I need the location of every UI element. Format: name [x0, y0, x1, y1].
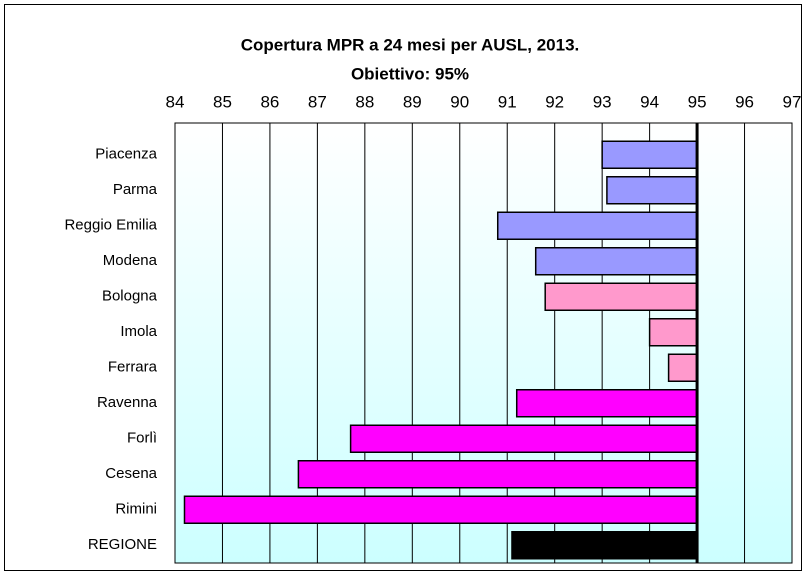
bar	[544, 282, 698, 311]
x-tick-label: 88	[355, 92, 374, 111]
y-tick-label: Cesena	[105, 465, 157, 482]
x-tick-label: 84	[166, 92, 185, 111]
x-tick-label: 91	[498, 92, 517, 111]
bar	[297, 460, 698, 489]
bar	[606, 176, 698, 205]
x-tick-label: 95	[688, 92, 707, 111]
y-tick-label: Ferrara	[108, 359, 158, 376]
x-tick-label: 94	[640, 92, 659, 111]
y-tick-label: Bologna	[102, 288, 158, 305]
y-tick-label: Imola	[120, 323, 157, 340]
chart-title: Copertura MPR a 24 mesi per AUSL, 2013.	[241, 35, 580, 54]
x-tick-label: 93	[593, 92, 612, 111]
x-tick-label: 87	[308, 92, 327, 111]
bar	[515, 389, 698, 418]
bar	[601, 140, 698, 169]
y-tick-label: Reggio Emilia	[64, 217, 157, 234]
chart-subtitle: Obiettivo: 95%	[351, 64, 469, 83]
bar	[534, 247, 698, 276]
x-tick-label: 96	[735, 92, 754, 111]
x-tick-label: 97	[783, 92, 802, 111]
bar	[667, 353, 698, 382]
x-tick-label: 90	[450, 92, 469, 111]
x-tick-label: 92	[545, 92, 564, 111]
x-tick-label: 85	[213, 92, 232, 111]
y-tick-label: REGIONE	[88, 536, 157, 553]
y-tick-label: Forlì	[127, 430, 157, 447]
y-tick-label: Piacenza	[95, 146, 157, 163]
bar	[648, 318, 698, 347]
bar	[349, 424, 698, 453]
y-tick-label: Ravenna	[97, 394, 158, 411]
x-tick-label: 89	[403, 92, 422, 111]
y-tick-label: Modena	[103, 252, 158, 269]
bar	[183, 495, 698, 524]
bar	[496, 211, 698, 240]
bar	[511, 531, 698, 560]
y-tick-label: Rimini	[115, 501, 157, 518]
x-tick-label: 86	[260, 92, 279, 111]
y-tick-label: Parma	[113, 181, 158, 198]
